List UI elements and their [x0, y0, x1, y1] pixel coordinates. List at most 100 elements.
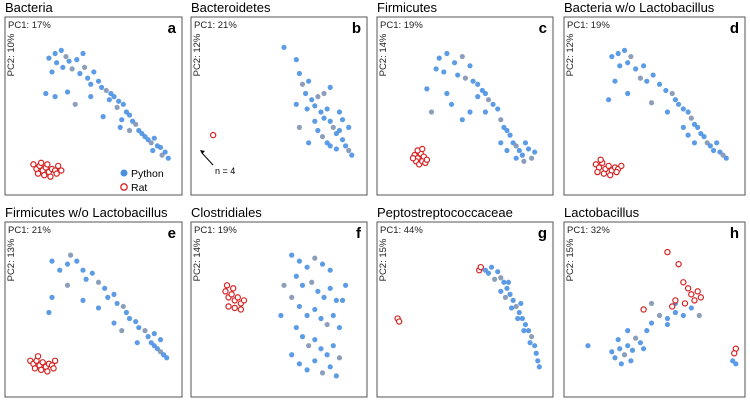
python-point — [532, 149, 538, 155]
rat-point — [34, 170, 42, 177]
rat-point — [640, 306, 647, 313]
python-point — [312, 306, 318, 313]
python-point — [289, 352, 295, 358]
python-point — [516, 147, 522, 154]
rat-point — [37, 366, 45, 374]
python-point — [64, 261, 71, 267]
python-point — [502, 294, 509, 300]
python-point — [52, 50, 58, 57]
python-point — [102, 285, 108, 291]
python-point — [64, 89, 71, 95]
python-point — [680, 106, 686, 112]
python-point — [628, 53, 634, 60]
python-point — [680, 124, 686, 130]
rat-point — [423, 156, 431, 163]
python-point — [330, 343, 336, 349]
python-point — [691, 140, 698, 146]
python-point — [648, 300, 655, 307]
rat-point — [53, 170, 60, 177]
rat-point — [209, 131, 217, 139]
python-point — [319, 261, 326, 267]
python-point — [672, 97, 679, 103]
python-point — [333, 373, 339, 379]
python-point — [148, 140, 154, 146]
n-annotation: n = 4 — [200, 150, 235, 176]
python-point — [644, 328, 650, 334]
python-point — [54, 60, 60, 66]
python-point — [95, 279, 102, 285]
python-point — [49, 258, 55, 264]
python-point — [304, 264, 310, 270]
python-point — [498, 140, 504, 146]
python-point — [111, 94, 117, 100]
python-point — [89, 270, 95, 276]
python-point — [633, 66, 639, 72]
python-point — [533, 350, 539, 356]
python-point — [441, 69, 447, 75]
python-point — [498, 288, 504, 294]
python-point — [606, 97, 612, 103]
python-point — [485, 97, 492, 103]
pc1-label: PC1: 17% — [8, 20, 51, 31]
python-point — [126, 315, 133, 322]
python-point — [485, 270, 492, 276]
rat-point — [691, 297, 698, 304]
python-point — [120, 101, 126, 107]
python-point — [145, 334, 151, 340]
pc2-label: PC2: 15% — [565, 238, 576, 281]
python-point — [119, 328, 125, 334]
python-point — [343, 143, 349, 149]
python-point — [504, 285, 510, 291]
python-point — [656, 81, 663, 87]
python-point — [72, 101, 78, 107]
rat-point — [731, 350, 738, 357]
python-point — [495, 269, 501, 275]
python-point — [126, 127, 133, 134]
panel-title: Bacteria w/o Lactobacillus — [564, 0, 715, 15]
python-point — [612, 78, 618, 84]
panel-title: Bacteria — [5, 0, 53, 15]
python-point — [111, 291, 117, 297]
python-point — [467, 63, 473, 69]
python-point — [312, 358, 318, 364]
python-point — [327, 143, 333, 149]
rat-point — [41, 171, 48, 179]
python-point — [675, 101, 682, 107]
python-point — [95, 78, 102, 84]
panel-letter: h — [730, 225, 739, 242]
python-point — [312, 255, 318, 261]
python-point — [296, 70, 302, 77]
python-point — [612, 355, 618, 361]
pc2-label: PC2: 15% — [378, 238, 389, 281]
python-point — [69, 66, 75, 72]
panel-frame — [376, 16, 554, 196]
python-point — [58, 47, 64, 54]
python-point — [315, 127, 321, 134]
rat-point — [613, 168, 620, 176]
python-point — [462, 75, 468, 81]
python-point — [100, 114, 106, 120]
python-point — [123, 309, 129, 316]
panel-frame — [4, 221, 183, 398]
python-point — [327, 118, 333, 124]
python-point — [120, 303, 126, 310]
python-point — [319, 134, 326, 140]
python-point — [617, 63, 623, 69]
python-point — [57, 267, 63, 273]
rat-point — [237, 306, 245, 313]
python-point — [43, 90, 49, 97]
python-point — [343, 282, 349, 288]
python-point — [99, 84, 105, 90]
python-point — [448, 101, 455, 107]
annotation-arrow — [201, 152, 214, 166]
panel-title: Clostridiales — [191, 205, 262, 220]
python-point — [330, 124, 336, 130]
python-point — [309, 279, 315, 285]
python-point — [521, 158, 527, 164]
panel-b: Bacteroidetes PC1: 21% PC2: 12% b — [190, 0, 368, 196]
python-point — [507, 291, 513, 297]
python-point — [117, 124, 123, 130]
panel-c: Firmicutes PC1: 19% PC2: 14% c — [376, 0, 554, 196]
python-point — [83, 276, 89, 282]
